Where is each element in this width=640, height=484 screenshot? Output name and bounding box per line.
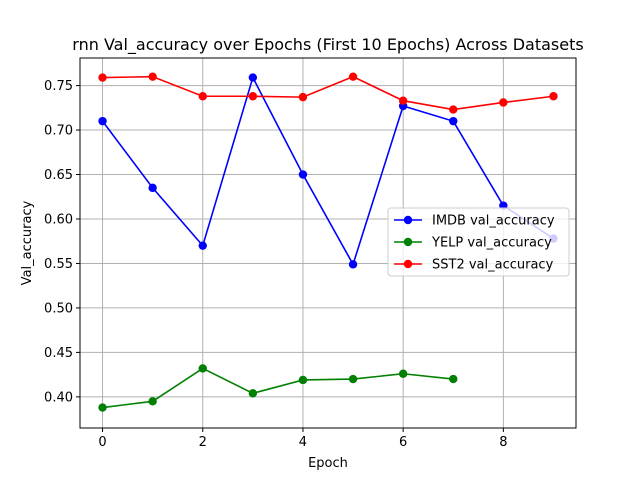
data-point <box>198 241 207 250</box>
data-point <box>449 116 458 126</box>
x-axis-ticks: 0 2 4 6 8 <box>98 428 507 450</box>
y-tick-label: 0.65 <box>44 168 73 183</box>
y-tick-label: 0.40 <box>44 390 73 405</box>
data-point <box>348 260 358 269</box>
y-tick-label: 0.55 <box>44 257 73 272</box>
data-point <box>148 72 157 81</box>
data-point <box>398 96 408 105</box>
data-point <box>98 116 107 126</box>
x-tick-label: 8 <box>499 435 507 450</box>
legend-swatch-marker <box>403 215 413 225</box>
data-point <box>298 92 308 102</box>
series-line-3 <box>102 75 554 111</box>
y-axis-ticks: 0.40 0.45 0.50 0.55 0.60 0.65 0.70 0.75 <box>44 79 80 405</box>
data-point <box>298 170 308 179</box>
x-tick-label: 4 <box>299 435 307 450</box>
legend-box <box>387 207 570 277</box>
data-point <box>248 389 258 398</box>
data-point <box>198 92 207 101</box>
data-point <box>198 364 207 373</box>
y-tick-label: 0.70 <box>44 124 73 139</box>
y-tick-label: 0.45 <box>44 346 73 361</box>
data-point <box>98 73 107 82</box>
x-tick-label: 6 <box>399 435 407 450</box>
data-point <box>148 397 157 406</box>
legend-swatch-marker <box>403 237 413 247</box>
data-point <box>348 72 358 81</box>
x-tick-label: 0 <box>98 435 106 450</box>
plot-frame <box>79 57 577 429</box>
series-group <box>98 72 558 412</box>
data-point <box>248 73 258 82</box>
legend-entry-label: YELP val_accuracy <box>431 236 552 251</box>
data-point <box>348 374 358 384</box>
legend-entry-label: SST2 val_accuracy <box>432 258 554 273</box>
legend: IMDB val_accuracy YELP val_accuracy SST2 v… <box>387 207 570 277</box>
x-axis-label: Epoch <box>308 456 348 471</box>
data-point <box>398 369 408 378</box>
series-line-2 <box>102 367 454 409</box>
series-line-1 <box>101 75 554 267</box>
data-point <box>449 374 458 384</box>
y-tick-label: 0.60 <box>44 212 73 227</box>
data-point <box>549 92 558 101</box>
data-point <box>298 375 308 385</box>
data-point <box>499 98 508 107</box>
legend-swatch-marker <box>403 259 413 269</box>
y-axis-label: Val_accuracy <box>20 200 35 285</box>
data-point <box>248 92 258 101</box>
data-point <box>148 183 157 193</box>
data-point <box>98 403 107 412</box>
chart-title: rnn Val_accuracy over Epochs (First 10 E… <box>72 35 583 55</box>
x-tick-label: 2 <box>199 435 207 450</box>
data-point <box>449 105 458 114</box>
legend-entry-label: IMDB val_accuracy <box>432 214 555 229</box>
y-tick-label: 0.50 <box>44 301 73 316</box>
y-tick-label: 0.75 <box>44 79 73 94</box>
